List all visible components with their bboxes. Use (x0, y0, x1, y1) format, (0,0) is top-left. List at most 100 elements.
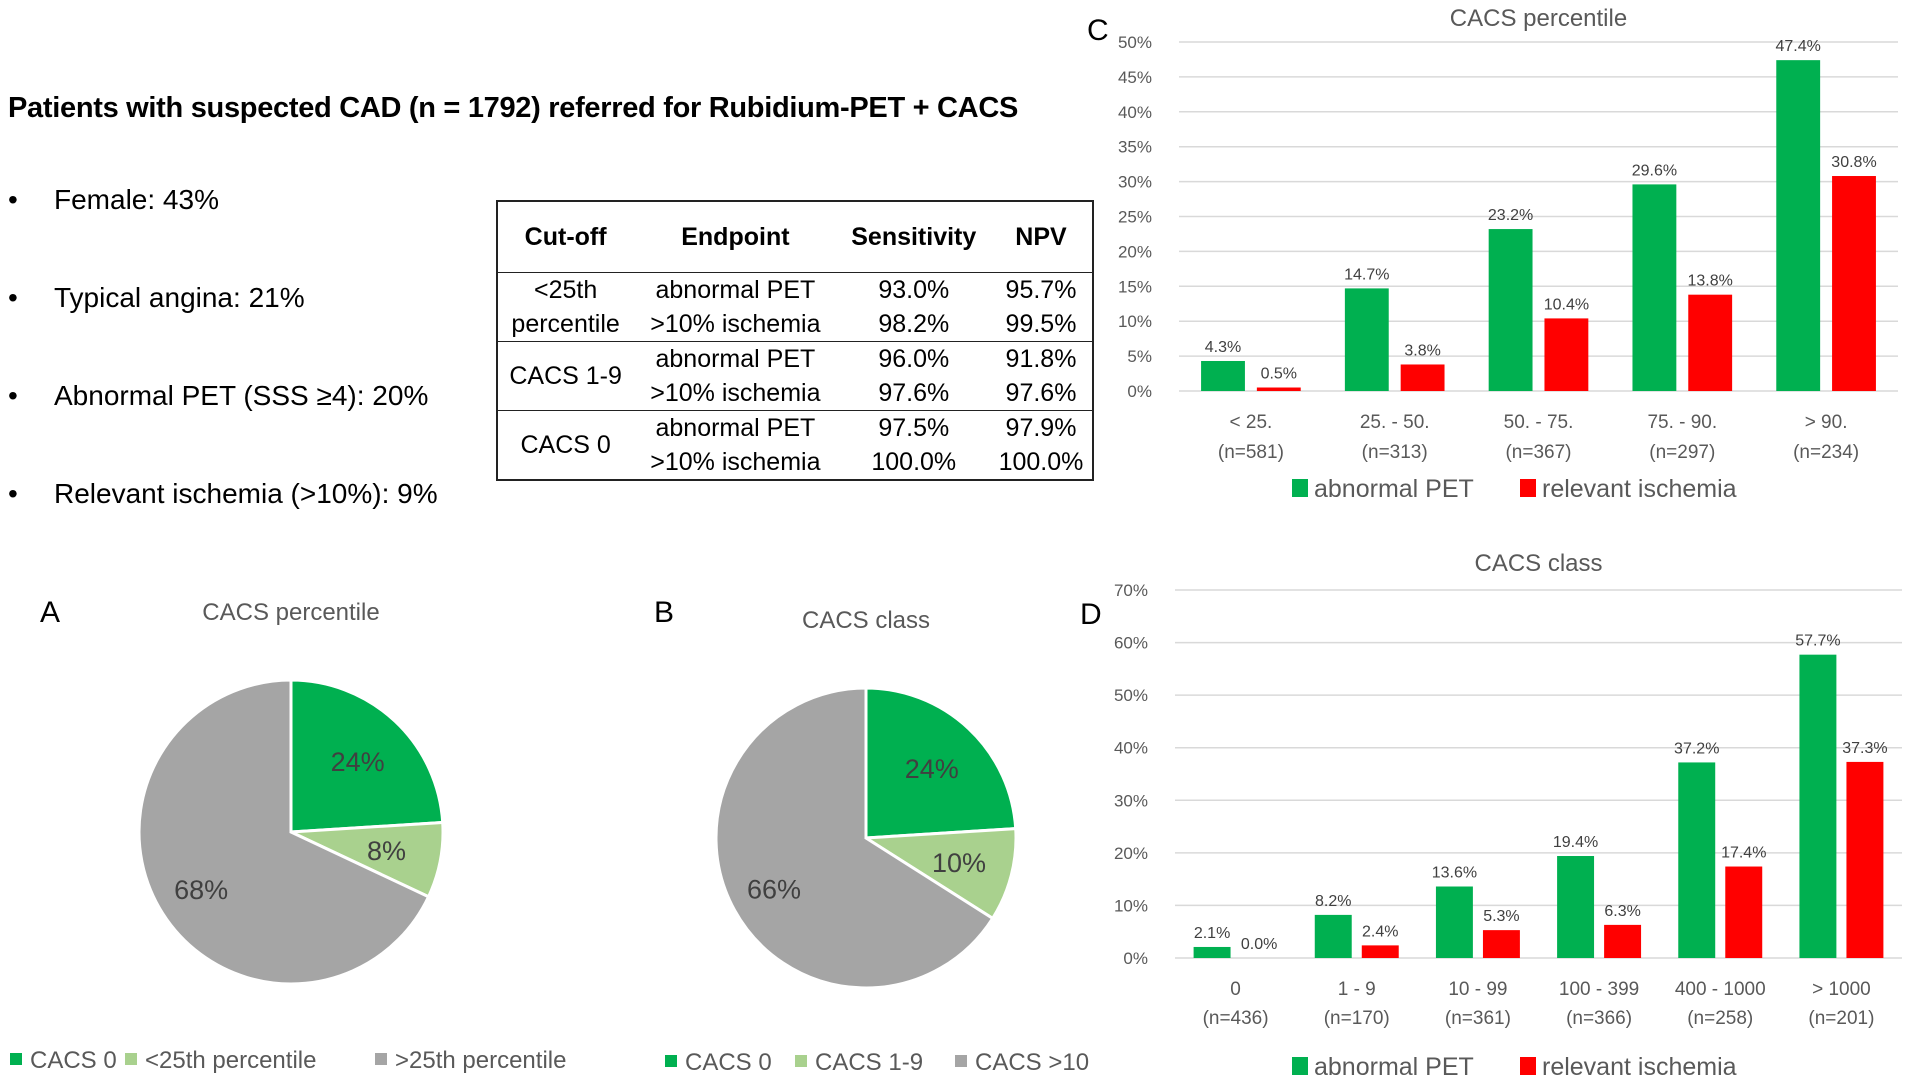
legend-swatch (665, 1055, 677, 1067)
x-category-label: 75. - 90. (1647, 412, 1717, 433)
bar-relevant-ischemia (1482, 930, 1520, 958)
pie-slice-label: 68% (174, 875, 228, 905)
panel-label-b: B (654, 596, 675, 629)
endpoint-cell: >10% ischemia (650, 448, 821, 476)
bar-data-label: 47.4% (1776, 38, 1821, 55)
pie-title-b: CACS class (802, 607, 930, 634)
x-category-n-label: (n=313) (1362, 442, 1428, 463)
cutoff-line: percentile (511, 310, 620, 338)
bar-abnormal-pet (1776, 60, 1821, 391)
bullet-icon: • (8, 282, 18, 313)
legend-label: abnormal PET (1314, 1053, 1474, 1081)
bullet-icon: • (8, 478, 18, 509)
x-category-label: 25. - 50. (1360, 412, 1430, 433)
y-tick-label: 30% (1118, 173, 1152, 192)
y-tick-label: 15% (1118, 277, 1152, 296)
bar-data-label: 37.2% (1674, 740, 1719, 757)
bar-data-label: 57.7% (1795, 633, 1840, 650)
sensitivity-cell: 100.0% (871, 448, 957, 476)
y-tick-label: 40% (1114, 739, 1148, 758)
y-tick-label: 35% (1118, 138, 1152, 157)
y-tick-label: 50% (1118, 33, 1152, 52)
endpoint-cell: >10% ischemia (650, 310, 821, 338)
bar-relevant-ischemia (1688, 294, 1733, 391)
npv-cell: 97.9% (990, 410, 1093, 445)
bar-abnormal-pet (1678, 762, 1716, 958)
bar-abnormal-pet (1201, 360, 1245, 391)
bar-abnormal-pet (1314, 914, 1352, 958)
bar-abnormal-pet (1799, 654, 1837, 958)
table-row: >10% ischemia 98.2% 99.5% (497, 307, 1093, 342)
cutoff-cell: <25th percentile (497, 272, 634, 342)
pie-slice-label: 24% (331, 747, 385, 777)
sensitivity-cell: 96.0% (837, 341, 990, 376)
legend-label: relevant ischemia (1542, 475, 1737, 503)
bar-data-label: 0.5% (1261, 366, 1297, 383)
y-tick-label: 25% (1118, 208, 1152, 227)
sensitivity-cell: 93.0% (837, 272, 990, 307)
x-category-label: 10 - 99 (1448, 979, 1507, 1000)
bar-abnormal-pet (1488, 229, 1533, 391)
endpoint-cell: abnormal PET (633, 272, 838, 307)
x-category-n-label: (n=366) (1566, 1008, 1632, 1029)
bar-abnormal-pet (1193, 946, 1231, 958)
bar-data-label: 30.8% (1831, 154, 1876, 171)
endpoint-cell: abnormal PET (633, 410, 838, 445)
legend-swatch (955, 1055, 967, 1067)
sensitivity-cell: 97.5% (837, 410, 990, 445)
x-category-label: < 25. (1230, 412, 1273, 433)
bar-data-label: 29.6% (1632, 162, 1677, 179)
bar-relevant-ischemia (1400, 364, 1445, 391)
y-tick-label: 10% (1114, 896, 1148, 915)
pie-slice-label: 66% (747, 875, 801, 905)
y-tick-label: 0% (1127, 382, 1152, 401)
bullet-text: Abnormal PET (SSS ≥4): 20% (54, 380, 429, 411)
bar-data-label: 2.4% (1362, 923, 1398, 940)
pie-slice-label: 24% (905, 754, 959, 784)
y-tick-label: 60% (1114, 634, 1148, 653)
x-category-label: > 1000 (1812, 979, 1871, 1000)
bar-data-label: 13.8% (1688, 273, 1733, 290)
bar-chart-title-c: CACS percentile (1450, 5, 1627, 32)
table-row: >10% ischemia 100.0% 100.0% (497, 445, 1093, 480)
legend-swatch (375, 1053, 387, 1065)
bar-data-label: 5.3% (1483, 908, 1519, 925)
panel-label-c: C (1087, 14, 1109, 47)
bar-abnormal-pet (1435, 886, 1473, 958)
x-category-label: 100 - 399 (1559, 979, 1639, 1000)
pie-slice (137, 678, 431, 986)
y-tick-label: 0% (1123, 949, 1148, 968)
legend-label: CACS 0 (30, 1047, 117, 1074)
legend-swatch (1292, 1057, 1308, 1075)
cutoff-line: <25th (533, 276, 598, 304)
legend-swatch (795, 1055, 807, 1067)
bar-data-label: 6.3% (1604, 903, 1640, 920)
bar-data-label: 13.6% (1432, 865, 1477, 882)
table-row: >10% ischemia 97.6% 97.6% (497, 376, 1093, 411)
bar-data-label: 14.7% (1344, 266, 1389, 283)
cutoff-cell: CACS 0 (497, 410, 634, 480)
panel-label-a: A (40, 596, 61, 629)
bar-data-label: 4.3% (1205, 339, 1241, 356)
table-header-row: Cut-off Endpoint Sensitivity NPV (497, 201, 1093, 273)
x-category-n-label: (n=201) (1808, 1008, 1874, 1029)
legend-swatch (1520, 479, 1536, 497)
x-category-n-label: (n=367) (1505, 442, 1571, 463)
bar-data-label: 8.2% (1315, 893, 1351, 910)
bar-relevant-ischemia (1832, 176, 1876, 391)
bullet-text: Relevant ischemia (>10%): 9% (54, 478, 438, 509)
bullet-text: Female: 43% (54, 184, 219, 215)
x-category-label: 50. - 75. (1504, 412, 1574, 433)
y-tick-label: 45% (1118, 68, 1152, 87)
legend-label: CACS 0 (685, 1049, 772, 1076)
x-category-label: 400 - 1000 (1675, 979, 1766, 1000)
bullet-icon: • (8, 184, 18, 215)
endpoint-cell: abnormal PET (633, 341, 838, 376)
y-tick-label: 70% (1114, 581, 1148, 600)
pie-slice (864, 686, 1018, 840)
x-category-n-label: (n=234) (1793, 442, 1859, 463)
pie-slice (289, 678, 445, 834)
npv-cell: 97.6% (1005, 379, 1077, 407)
pie-slice-label: 8% (367, 836, 406, 866)
